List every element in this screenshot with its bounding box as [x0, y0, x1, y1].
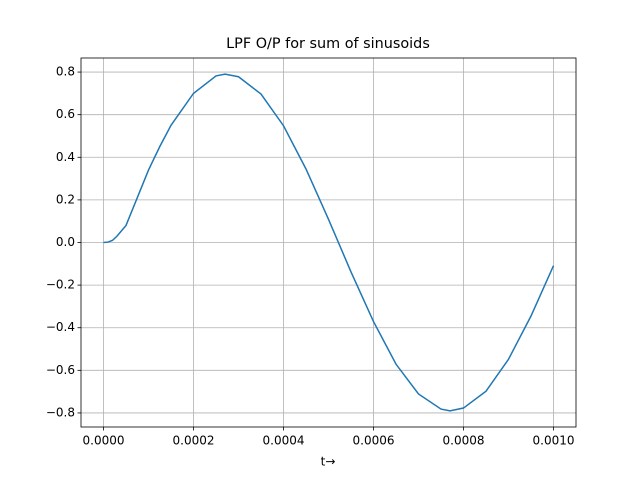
y-tick-label: −0.4 — [46, 320, 75, 334]
y-tick-label: 0.8 — [56, 65, 75, 79]
y-tick-label: 0.2 — [56, 192, 75, 206]
x-tick-label: 0.0006 — [353, 434, 395, 448]
y-tick-label: −0.6 — [46, 363, 75, 377]
y-tick-label: 0.0 — [56, 235, 75, 249]
x-axis-label: t→ — [321, 455, 336, 469]
plot-frame — [80, 57, 577, 428]
y-tick-label: 0.4 — [56, 150, 75, 164]
x-tick-label: 0.0010 — [533, 434, 575, 448]
y-tick-label: 0.6 — [56, 107, 75, 121]
x-tick-label: 0.0004 — [263, 434, 305, 448]
x-tick-label: 0.0002 — [173, 434, 215, 448]
y-tick-label: −0.8 — [46, 405, 75, 419]
x-tick-label: 0.0008 — [443, 434, 485, 448]
x-tick-label: 0.0000 — [83, 434, 125, 448]
chart-title: LPF O/P for sum of sinusoids — [226, 36, 430, 52]
data-line — [103, 73, 555, 412]
y-tick-label: −0.2 — [46, 278, 75, 292]
